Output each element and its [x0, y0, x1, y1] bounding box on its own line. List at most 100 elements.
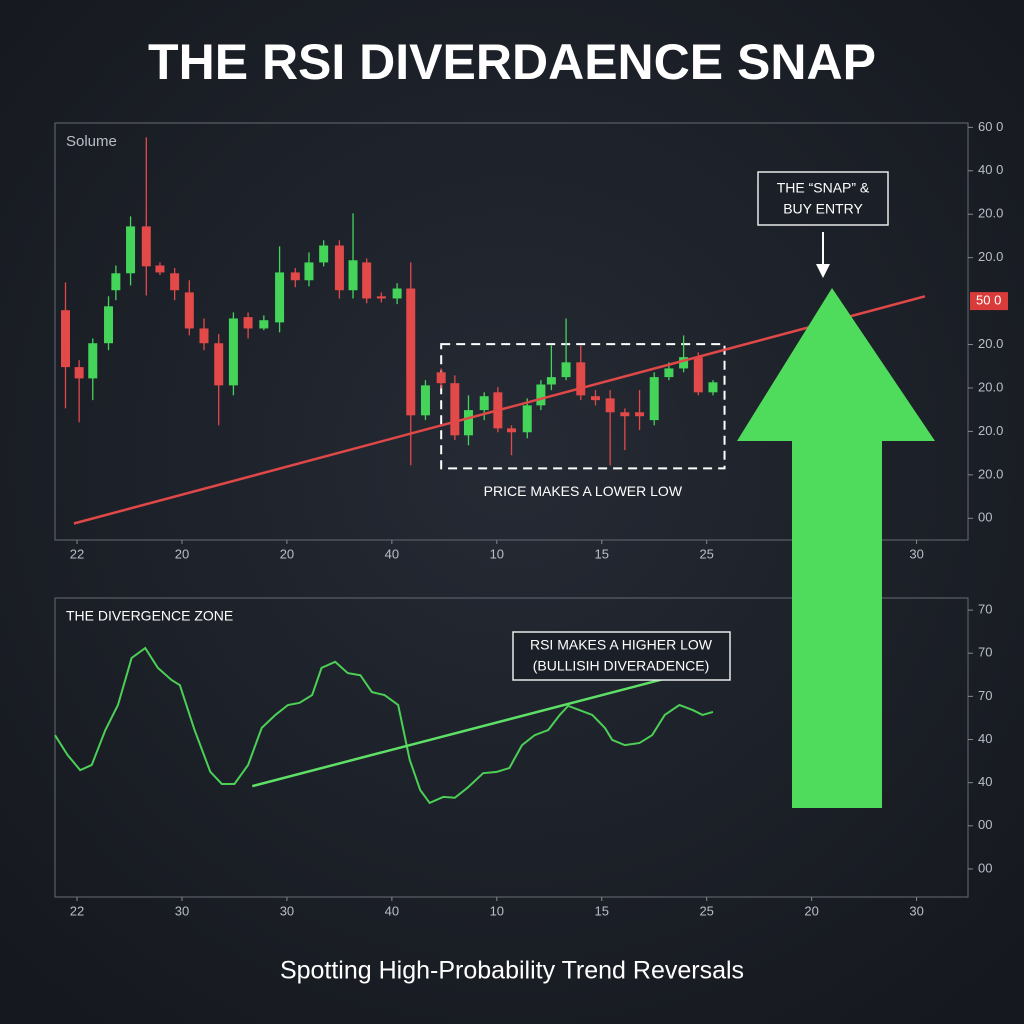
x-tick-label: 20 [280, 546, 294, 561]
panel-label: Solume [66, 133, 117, 150]
candle-body [693, 357, 703, 393]
candle-body [111, 273, 121, 291]
y-tick-label: 20.0 [978, 206, 1003, 221]
candle-body [319, 245, 329, 263]
x-tick-label: 22 [70, 546, 84, 561]
trend-line [73, 295, 926, 525]
candle-body [479, 396, 489, 411]
plot-frame [54, 597, 969, 898]
candle-body [561, 362, 571, 378]
y-tick-label: 20.0 [978, 466, 1003, 481]
y-tick-label: 00 [978, 510, 992, 525]
x-tick-label: 10 [490, 546, 504, 561]
candle-body [507, 428, 516, 433]
candle-body [155, 265, 165, 273]
callout-box [512, 631, 731, 681]
candle-body [522, 405, 532, 433]
callout-arrow-head [816, 264, 830, 278]
candle-body [708, 382, 718, 393]
x-tick-label: 40 [385, 903, 399, 918]
candle-body [376, 296, 386, 299]
candle-body [74, 367, 84, 379]
candle-body [635, 412, 645, 417]
candle-body [436, 372, 446, 384]
callout-box [757, 171, 889, 226]
candle-body [228, 318, 238, 386]
x-tick-label: 25 [699, 546, 713, 561]
y-tick-label: 20.0 [978, 336, 1003, 351]
candle-body [605, 398, 615, 413]
y-tick-label: 70 [978, 645, 992, 660]
candle-body [334, 245, 344, 291]
candle-body [450, 383, 460, 436]
y-tick-label: 20.0 [978, 423, 1003, 438]
x-tick-label: 20 [175, 546, 189, 561]
candle-body [679, 357, 689, 369]
x-tick-label: 20 [804, 903, 818, 918]
candle-body [214, 343, 224, 386]
y-tick-label: 70 [978, 602, 992, 617]
highlight-label: PRICE MAKES A LOWER LOW [484, 483, 683, 499]
x-tick-label: 40 [385, 546, 399, 561]
page-title: THE RSI DIVERDAENCE SNAP [148, 34, 876, 90]
y-tick-label: 00 [978, 817, 992, 832]
y-tick-label: 60 0 [978, 119, 1003, 134]
candle-body [348, 260, 358, 291]
candle-body [259, 320, 269, 329]
candle-body [170, 273, 180, 291]
candle-body [546, 377, 556, 385]
candle-body [126, 226, 136, 274]
x-tick-label: 10 [490, 903, 504, 918]
y-tick-label: 00 [978, 860, 992, 875]
candle-body [199, 328, 209, 344]
candle-body [362, 262, 372, 299]
x-tick-label: 30 [280, 903, 294, 918]
panel-label: THE DIVERGENCE ZONE [66, 608, 233, 624]
callout-text: THE “SNAP” & [777, 180, 870, 196]
rsi-line [54, 646, 714, 805]
candle-body [304, 262, 314, 281]
big-arrow [737, 288, 935, 808]
y-tick-label: 40 0 [978, 162, 1003, 177]
candle-body [392, 288, 402, 299]
candle-body [88, 343, 98, 379]
price-tag-label: 50 0 [976, 293, 1001, 308]
candle-body [463, 410, 473, 436]
candle-body [406, 288, 416, 416]
candle-body [649, 377, 659, 421]
y-tick-label: 20.0 [978, 379, 1003, 394]
candle-body [576, 362, 586, 396]
candle-body [420, 385, 430, 416]
x-tick-label: 30 [175, 903, 189, 918]
trend-line [251, 671, 691, 788]
callout-text: BUY ENTRY [783, 201, 863, 217]
x-tick-label: 30 [909, 903, 923, 918]
candle-body [243, 317, 253, 329]
candle-body [290, 272, 300, 281]
price-tag [970, 292, 1008, 311]
y-tick-label: 40 [978, 774, 992, 789]
x-tick-label: 15 [595, 903, 609, 918]
candle-body [275, 272, 285, 323]
candle-body [60, 310, 70, 368]
candle-body [184, 292, 194, 329]
plot-frame [54, 122, 969, 541]
y-tick-label: 70 [978, 688, 992, 703]
candle-body [536, 384, 546, 406]
callout-text: RSI MAKES A HIGHER LOW [530, 637, 713, 653]
x-tick-label: 25 [699, 903, 713, 918]
candle-body [141, 226, 151, 267]
x-tick-label: 30 [909, 546, 923, 561]
y-tick-label: 20.0 [978, 249, 1003, 264]
candle-body [664, 368, 674, 378]
callout-text: (BULLISIH DIVERADENCE) [533, 658, 710, 674]
candle-body [590, 396, 600, 401]
x-tick-label: 15 [595, 546, 609, 561]
caption: Spotting High-Probability Trend Reversal… [280, 957, 744, 985]
candle-body [620, 412, 630, 417]
highlight-box [440, 343, 726, 470]
plots: Solume 60 0 40 0 20.0 20.0 20.0 20.0 20.0 20.0 00… [54, 119, 1008, 918]
y-tick-label: 40 [978, 731, 992, 746]
x-tick-label: 22 [70, 903, 84, 918]
